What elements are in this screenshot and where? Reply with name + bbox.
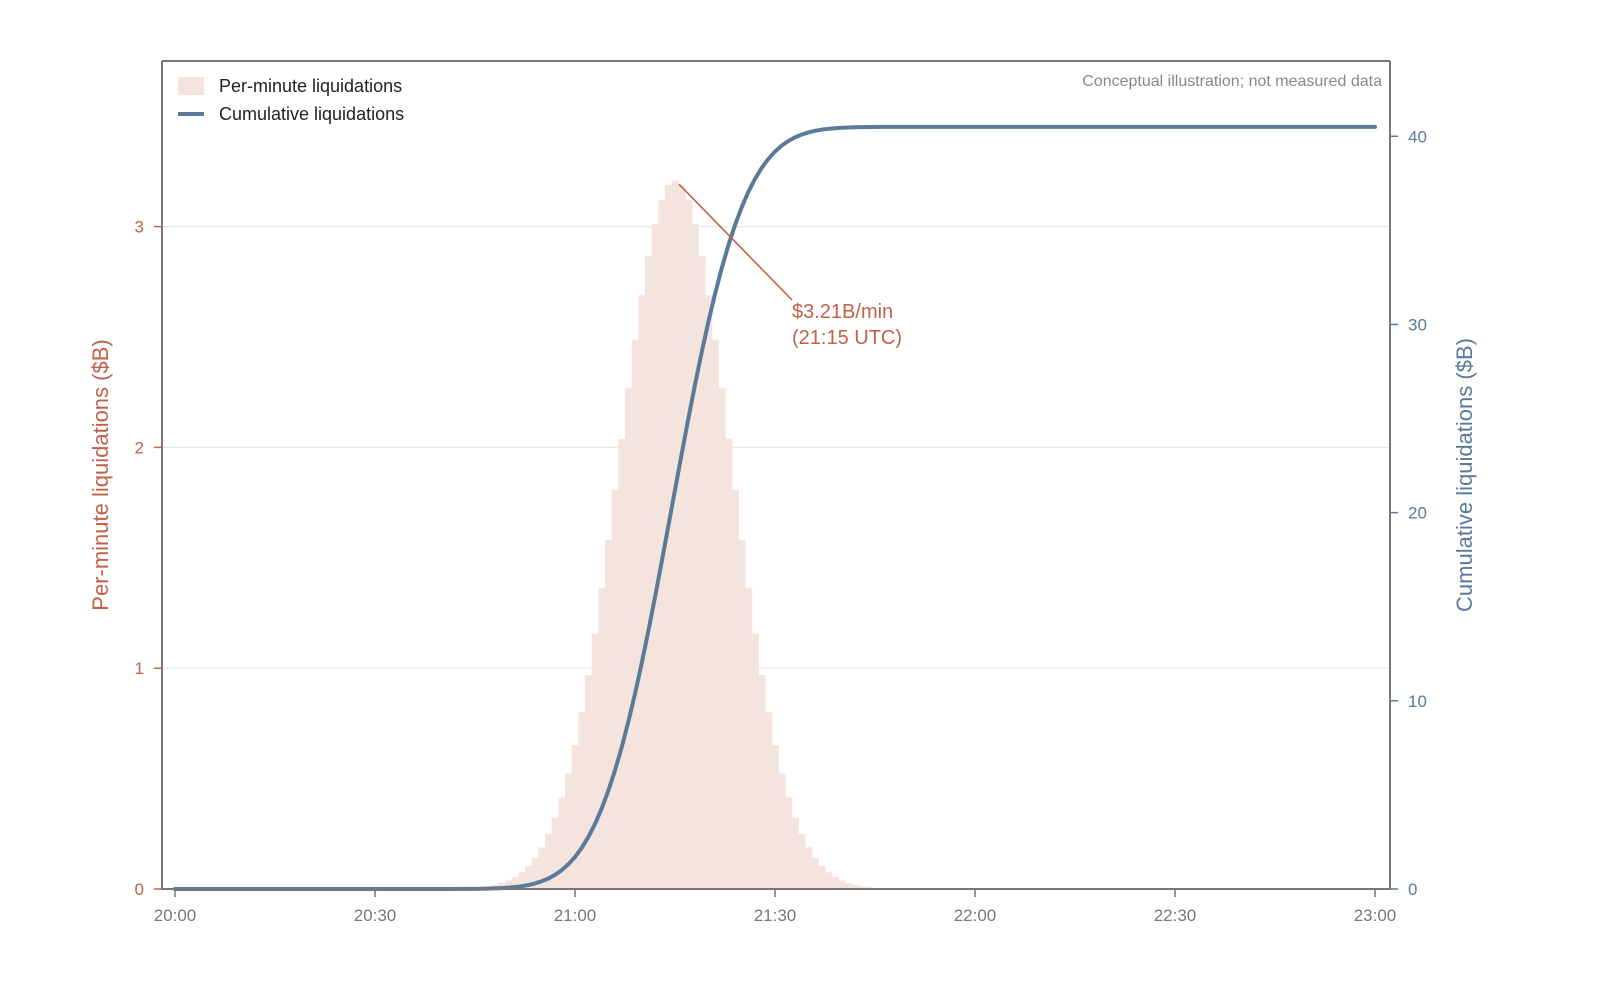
per-minute-bar: [538, 847, 546, 889]
per-minute-bar: [825, 872, 833, 889]
per-minute-bar: [851, 884, 859, 889]
per-minute-bar: [745, 588, 753, 889]
y-left-tick-label: 1: [135, 659, 144, 678]
per-minute-bar: [518, 872, 526, 889]
per-minute-bar: [731, 489, 739, 889]
per-minute-bar: [638, 295, 646, 889]
annotation-leader-line: [678, 183, 793, 301]
axis-ticks: 20:00 20:30 21:00 21:30 22:00 22:30 23:0001230…: [135, 127, 1427, 925]
per-minute-bar: [765, 712, 773, 889]
y-right-tick-label: 20: [1408, 504, 1427, 523]
per-minute-bar: [738, 540, 746, 889]
y-left-tick-label: 0: [135, 880, 144, 899]
per-minute-bar: [758, 675, 766, 889]
per-minute-bar: [671, 180, 679, 889]
y-right-tick-label: 10: [1408, 692, 1427, 711]
per-minute-bar: [711, 339, 719, 889]
legend: Per-minute liquidations Cumulative liqui…: [178, 76, 404, 124]
per-minute-bar: [558, 797, 566, 889]
per-minute-bar: [845, 883, 853, 889]
per-minute-bar: [785, 797, 793, 889]
grid-layer: [162, 226, 1390, 669]
per-minute-bar: [665, 185, 673, 889]
per-minute-bar: [751, 633, 759, 889]
per-minute-bar: [565, 773, 573, 889]
per-minute-bar: [771, 745, 779, 889]
per-minute-bar: [578, 712, 586, 889]
per-minute-bar: [831, 877, 839, 889]
per-minute-bar: [545, 834, 553, 889]
per-minute-bar: [551, 817, 559, 889]
per-minute-bar: [718, 388, 726, 889]
x-tick-label: 21:00: [554, 906, 597, 925]
disclaimer-note: Conceptual illustration; not measured da…: [1082, 73, 1382, 90]
per-minute-bar: [658, 200, 666, 890]
per-minute-bar: [618, 438, 626, 889]
per-minute-bar: [725, 438, 733, 889]
x-tick-label: 21:30: [754, 906, 797, 925]
annotation-value-label: $3.21B/min: [792, 301, 893, 323]
per-minute-bar: [838, 880, 846, 889]
y-left-tick-label: 3: [135, 218, 144, 237]
x-tick-label: 22:30: [1154, 906, 1197, 925]
per-minute-bar: [498, 883, 506, 889]
per-minute-bar: [691, 224, 699, 889]
per-minute-bar: [798, 834, 806, 889]
per-minute-bar: [818, 866, 826, 889]
x-tick-label: 22:00: [954, 906, 997, 925]
per-minute-bar: [525, 866, 533, 889]
per-minute-bar: [598, 588, 606, 889]
per-minute-bar: [805, 847, 813, 889]
per-minute-bar: [705, 295, 713, 889]
per-minute-bar: [858, 886, 866, 889]
per-minute-bar: [605, 540, 613, 889]
x-tick-label: 20:30: [354, 906, 397, 925]
y-right-tick-label: 0: [1408, 880, 1417, 899]
per-minute-bar: [505, 880, 513, 889]
annotation-time-label: (21:15 UTC): [792, 327, 902, 349]
per-minute-bar: [585, 675, 593, 889]
per-minute-bar: [698, 256, 706, 889]
per-minute-bars: [458, 180, 893, 890]
per-minute-bar: [811, 857, 819, 889]
legend-per-minute-label: Per-minute liquidations: [219, 76, 402, 96]
y-right-tick-label: 30: [1408, 315, 1427, 334]
x-tick-label: 23:00: [1354, 906, 1397, 925]
per-minute-bar: [678, 185, 686, 889]
per-minute-bar: [778, 773, 786, 889]
plot-frame: [161, 60, 1391, 890]
y-axis-right-title: Cumulative liquidations ($B): [1452, 338, 1477, 612]
y-axis-left-title: Per-minute liquidations ($B): [88, 339, 113, 610]
per-minute-bar: [631, 339, 639, 889]
per-minute-bar: [651, 224, 659, 889]
per-minute-bar: [625, 388, 633, 889]
per-minute-bar: [511, 877, 519, 889]
y-right-tick-label: 40: [1408, 127, 1427, 146]
per-minute-bar: [531, 857, 539, 889]
per-minute-bar: [611, 489, 619, 889]
per-minute-bar: [591, 633, 599, 889]
legend-bar-swatch: [178, 77, 204, 95]
legend-cumulative-label: Cumulative liquidations: [219, 104, 404, 124]
per-minute-bar: [645, 256, 653, 889]
per-minute-bar: [791, 817, 799, 889]
per-minute-bar: [571, 745, 579, 889]
per-minute-bar: [685, 200, 693, 890]
peak-annotation: $3.21B/min (21:15 UTC): [678, 183, 902, 349]
x-tick-label: 20:00: [154, 906, 197, 925]
y-left-tick-label: 2: [135, 438, 144, 457]
